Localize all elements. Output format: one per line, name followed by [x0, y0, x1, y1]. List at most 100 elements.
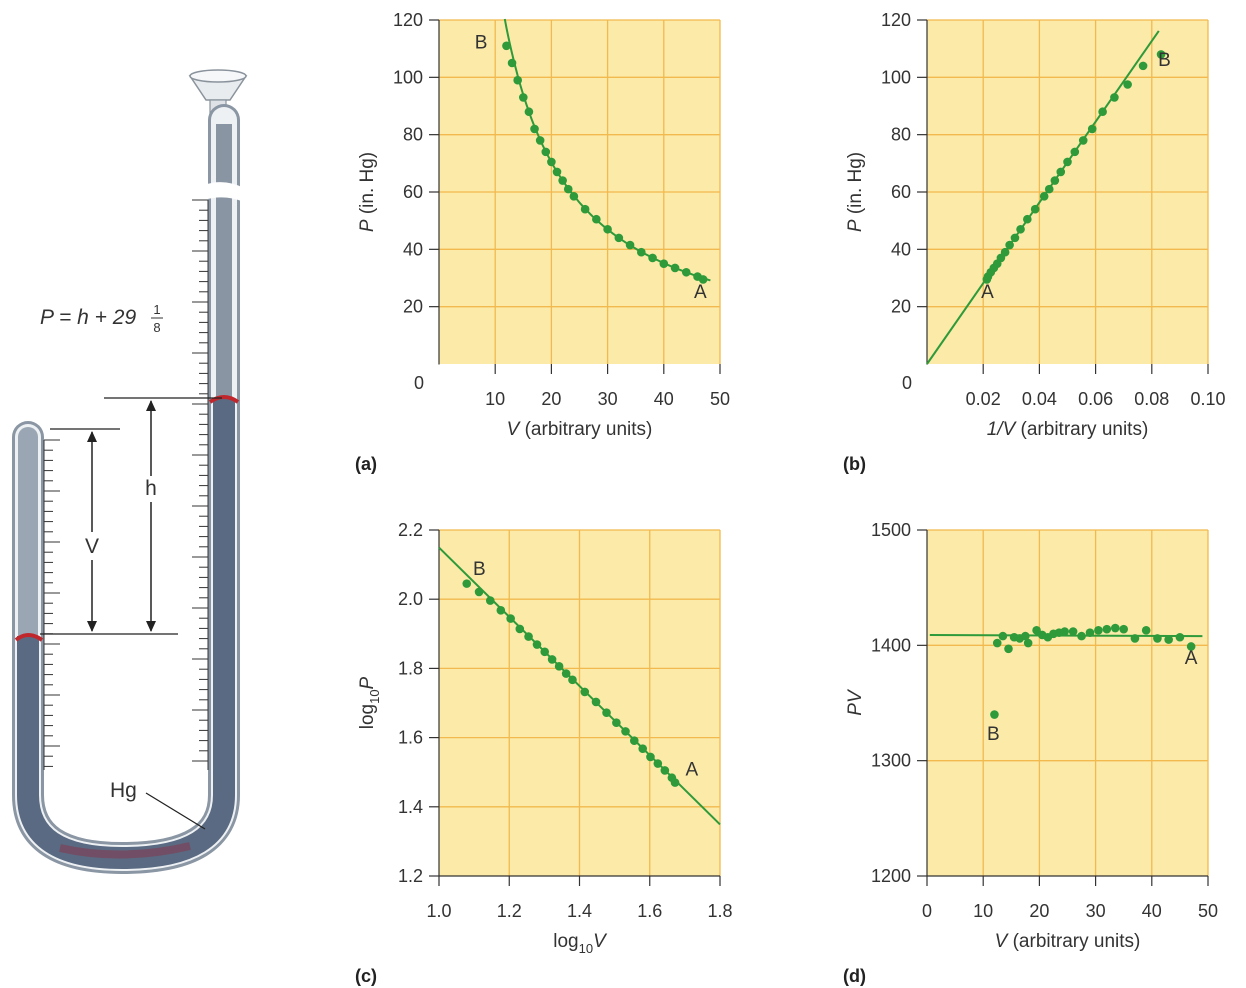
data-point [515, 624, 525, 634]
y-tick-label: 80 [403, 125, 423, 145]
data-point [592, 214, 601, 224]
point-label: B [475, 33, 488, 54]
x-tick-label: 0.02 [966, 389, 1001, 409]
data-point [535, 136, 545, 145]
data-point [992, 638, 1002, 648]
data-point [1156, 50, 1166, 59]
j-tube-highlight [15, 107, 237, 872]
data-point [1186, 642, 1196, 651]
j-tube-glass [11, 104, 240, 875]
x-axis-label: 1/V (arbitrary units) [987, 419, 1149, 440]
data-point [485, 596, 495, 605]
data-point [1021, 631, 1030, 641]
y-tick-label: 1.2 [398, 866, 423, 886]
y-tick-label: 2.0 [398, 589, 423, 609]
data-point [474, 587, 484, 597]
data-point [1063, 157, 1072, 167]
x-tick-label: 50 [1198, 901, 1218, 921]
panel-label: (c) [355, 966, 377, 986]
data-point [568, 675, 577, 685]
data-point [653, 759, 663, 768]
data-point [1044, 184, 1054, 194]
data-point [1016, 224, 1025, 234]
y-tick-label: 1.8 [398, 658, 423, 678]
y-tick-label: 60 [891, 182, 911, 202]
data-point [507, 58, 517, 68]
x-tick-label: 10 [485, 389, 505, 409]
y-tick-label: 40 [403, 239, 423, 259]
y-tick-label: 100 [393, 67, 423, 87]
y-tick-label: 1500 [871, 520, 911, 540]
data-point [1102, 624, 1112, 634]
x-tick-label: 50 [710, 389, 730, 409]
data-point [1060, 627, 1069, 636]
point-label: B [473, 559, 486, 580]
x-tick-label: 1.6 [637, 901, 662, 921]
data-point [1050, 176, 1060, 185]
data-point [1085, 628, 1095, 637]
data-point [1068, 627, 1078, 636]
data-point [1078, 136, 1088, 145]
y-tick-label: 80 [891, 125, 911, 145]
data-point [547, 157, 556, 167]
x-tick-label: 20 [541, 389, 561, 409]
data-point [524, 107, 534, 117]
data-point [629, 736, 639, 746]
x-tick-label: 30 [1086, 901, 1106, 921]
data-point [532, 640, 542, 649]
point-label: A [981, 282, 994, 303]
data-point [524, 632, 533, 641]
hg-pointer [145, 792, 206, 830]
x-tick-label: 1.4 [567, 901, 592, 921]
data-point [1077, 631, 1086, 641]
x-tick-label: 20 [1029, 901, 1049, 921]
data-point [1098, 107, 1107, 117]
data-point [1056, 167, 1066, 177]
data-point [554, 662, 564, 671]
data-point [519, 93, 528, 102]
formula-main: P = h + 29 [40, 306, 136, 329]
left-meniscus [14, 633, 44, 642]
data-point [698, 275, 708, 284]
data-point [612, 718, 621, 728]
y-tick-label: 20 [891, 297, 911, 317]
tube-break [204, 182, 244, 202]
x-tick-label: 1.2 [497, 901, 522, 921]
data-point [1175, 632, 1185, 642]
data-point [513, 75, 522, 85]
data-point [563, 184, 573, 194]
y-tick-label: 2.2 [398, 520, 423, 540]
y-tick-label: 60 [403, 182, 423, 202]
v-label: V [85, 535, 99, 558]
data-point [1141, 626, 1151, 635]
y-axis-label: PV [845, 688, 866, 716]
data-point [621, 727, 630, 736]
data-point [530, 124, 539, 134]
data-point [558, 176, 567, 185]
y-tick-label: 1.4 [398, 797, 423, 817]
data-point [602, 708, 611, 717]
y-tick-label: 1300 [871, 751, 911, 771]
panel-label: (a) [355, 454, 377, 474]
data-point [1110, 623, 1120, 633]
right-scale-ticks [192, 199, 209, 770]
data-point [1039, 192, 1049, 201]
mercury-bottom-shade [59, 842, 191, 859]
data-point [569, 192, 579, 201]
data-point [1153, 634, 1162, 643]
formula-denominator: 8 [153, 320, 160, 335]
right-meniscus [208, 395, 240, 404]
chart-c: 1.21.41.61.82.02.21.0 1.2 1.4 1.6 1.8log10Vl… [355, 520, 733, 986]
data-point [502, 41, 511, 51]
data-point [670, 778, 680, 787]
data-point [603, 224, 612, 234]
origin-label: 0 [414, 373, 424, 393]
x-tick-label: 1.8 [707, 901, 732, 921]
j-tube-apparatus: V h Hg P = h + 29 1 8 [11, 69, 248, 875]
funnel-icon [188, 69, 248, 123]
y-tick-label: 1.6 [398, 728, 423, 748]
y-tick-label: 120 [393, 10, 423, 30]
data-point [648, 253, 657, 263]
chart-d: 1200 1300 1400 1500 0 10 20 30 40 50 V (arbitrary … [843, 520, 1218, 986]
